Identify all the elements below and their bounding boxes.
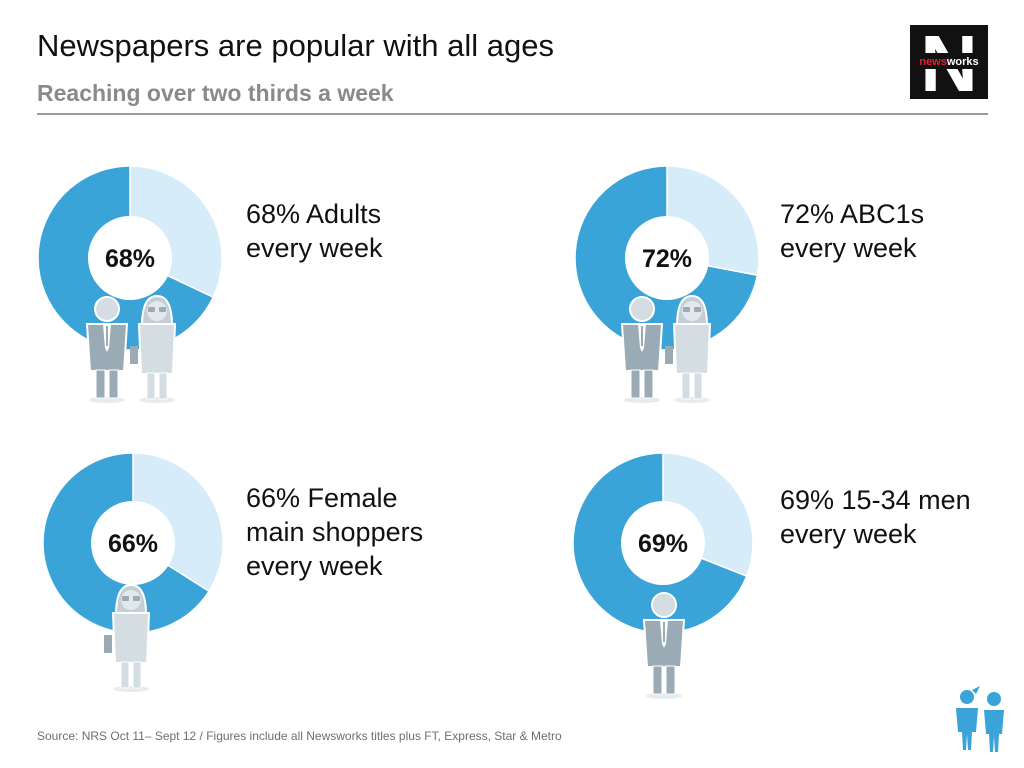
donut-chart: 66% xyxy=(42,452,224,692)
page-subtitle: Reaching over two thirds a week xyxy=(37,80,394,106)
caption-line: 69% 15-34 men xyxy=(780,485,971,515)
sunglasses-icon xyxy=(122,596,129,601)
figure-leg xyxy=(158,372,168,400)
handbag-icon xyxy=(104,635,112,653)
man-figure xyxy=(620,296,664,403)
figure-coat xyxy=(111,612,151,664)
caption-line: 68% Adults xyxy=(246,199,382,229)
figure-head xyxy=(651,592,677,618)
figure-leg xyxy=(120,661,130,689)
logo-wordmark: newsworks xyxy=(919,56,978,68)
figure-shadow xyxy=(624,397,660,403)
donut-chart: 72% xyxy=(574,165,760,403)
caption-line: 66% Female xyxy=(246,483,398,513)
figure-head xyxy=(682,301,702,321)
caption-line: main shoppers xyxy=(246,517,424,547)
donut-hole xyxy=(91,501,175,585)
figure-head xyxy=(629,296,655,322)
woman-figure xyxy=(104,583,151,692)
donut-hole xyxy=(88,216,172,300)
caption-female-shoppers: 66% Female main shoppers every week xyxy=(246,481,423,583)
donut-chart: 68% xyxy=(37,165,223,403)
caption-adults: 68% Adults every week xyxy=(246,197,383,265)
sunglasses-icon xyxy=(148,307,155,312)
figure-leg xyxy=(630,369,641,399)
figure-leg xyxy=(643,369,654,399)
handbag-icon xyxy=(130,346,138,364)
figure-shadow xyxy=(89,397,125,403)
woman-figure xyxy=(665,294,712,403)
figure-shadow xyxy=(674,397,710,403)
figure-coat xyxy=(137,323,177,375)
caption-line: every week xyxy=(246,233,383,263)
figure-leg xyxy=(132,661,142,689)
newsworks-logo: N newsworks xyxy=(910,25,988,99)
donut-hole xyxy=(621,501,705,585)
figure-shadow xyxy=(113,686,149,692)
source-note: Source: NRS Oct 11– Sept 12 / Figures in… xyxy=(37,729,562,743)
figure-coat xyxy=(672,323,712,375)
figure-leg xyxy=(146,372,156,400)
figure-head xyxy=(147,301,167,321)
sunglasses-icon xyxy=(694,307,701,312)
logo-word-works: works xyxy=(946,56,979,68)
page-title: Newspapers are popular with all ages xyxy=(37,28,554,63)
figure-leg xyxy=(652,665,663,695)
caption-abc1s: 72% ABC1s every week xyxy=(780,197,924,265)
donut-center-label: 68% xyxy=(105,245,155,273)
sunglasses-icon xyxy=(683,307,690,312)
caption-line: every week xyxy=(246,551,383,581)
figure-shadow xyxy=(139,397,175,403)
logo-word-news: news xyxy=(919,56,947,68)
figure-leg xyxy=(665,665,676,695)
sunglasses-icon xyxy=(159,307,166,312)
caption-line: every week xyxy=(780,233,917,263)
people-icon xyxy=(956,686,1004,752)
caption-line: 72% ABC1s xyxy=(780,199,925,229)
sunglasses-icon xyxy=(133,596,140,601)
handbag-icon xyxy=(665,346,673,364)
figure-head xyxy=(94,296,120,322)
figure-head xyxy=(121,590,141,610)
donut-chart: 69% xyxy=(572,452,754,699)
figure-leg xyxy=(681,372,691,400)
logo-band xyxy=(912,53,986,69)
figure-leg xyxy=(95,369,106,399)
man-figure xyxy=(642,592,686,699)
donut-hole xyxy=(625,216,709,300)
figure-leg xyxy=(693,372,703,400)
woman-figure xyxy=(130,294,177,403)
caption-line: every week xyxy=(780,519,917,549)
caption-young-men: 69% 15-34 men every week xyxy=(780,483,971,551)
man-figure xyxy=(85,296,129,403)
donut-center-label: 69% xyxy=(638,530,688,558)
header-divider xyxy=(37,113,988,115)
donut-center-label: 72% xyxy=(642,245,692,273)
donut-center-label: 66% xyxy=(108,530,158,558)
figure-shadow xyxy=(646,693,682,699)
figure-leg xyxy=(108,369,119,399)
